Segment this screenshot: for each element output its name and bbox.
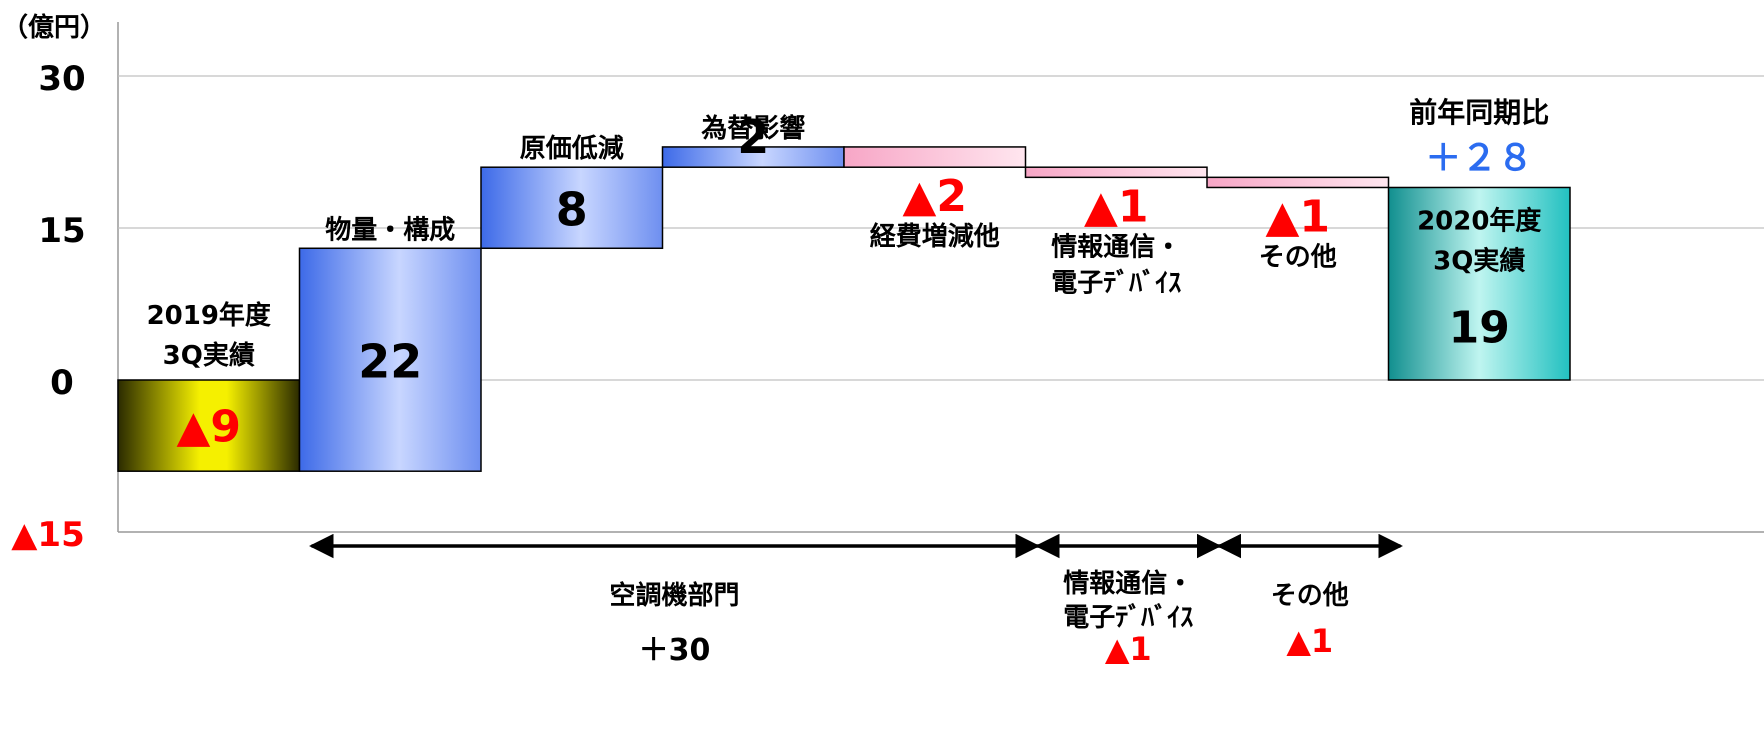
bar-value-label: ▲1 [1266,191,1330,242]
bar-category-label: 電子ﾃﾞﾊﾞｲｽ [1051,267,1181,298]
bar-category-label: 3Q実績 [163,340,255,371]
bar-value-label: 19 [1449,302,1510,353]
waterfall-bar [480,166,664,250]
yoy-value: ＋２８ [1425,138,1533,179]
segment-value: ▲1 [1105,630,1152,668]
waterfall-bar [117,379,301,472]
bar-category-label: 2020年度 [1417,205,1541,236]
bar-category-label: 物量・構成 [325,215,455,245]
bar-category-label: 3Q実績 [1433,245,1525,276]
waterfall-bar [298,247,482,472]
bar-category-label: 為替影響 [701,113,805,144]
bar-category-label: その他 [1259,242,1337,272]
y-tick-label: ▲15 [11,515,84,555]
bar-category-label: 経費増減他 [870,221,1000,252]
waterfall-bar [843,146,1027,168]
bars-layer [117,146,1571,472]
bar-value-label: ▲2 [903,171,967,222]
bar-value-label: ▲9 [177,402,241,453]
unit-label: （億円） [2,13,106,43]
segment-name: その他 [1271,581,1349,611]
segment-name: 情報通信・ [1063,569,1193,599]
waterfall-bar [1024,166,1208,179]
bar-value-label: 22 [358,335,422,389]
y-tick-label: 30 [38,59,85,99]
bar-value-label: 2 [737,110,769,164]
waterfall-bar [1206,176,1390,189]
segment-value: ▲1 [1286,622,1333,660]
bar-category-label: 情報通信・ [1051,232,1181,262]
bar-category-label: 原価低減 [520,134,624,164]
y-tick-label: 0 [50,363,74,403]
bar-value-label: ▲1 [1084,181,1148,232]
yoy-label: 前年同期比 [1409,96,1549,129]
bar-value-label: 8 [556,183,588,237]
segment-value: ＋30 [639,633,711,668]
waterfall-bar [1387,186,1571,381]
segment-name: 空調機部門 [609,580,739,611]
y-tick-label: 15 [38,211,85,251]
bar-category-label: 2019年度 [147,300,271,331]
segment-name: 電子ﾃﾞﾊﾞｲｽ [1063,602,1193,633]
